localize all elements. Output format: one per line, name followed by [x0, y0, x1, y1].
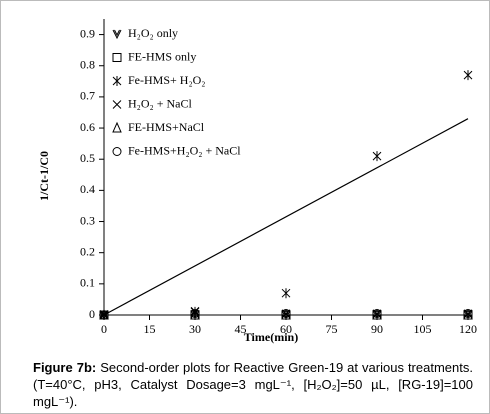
marker: [281, 308, 291, 320]
x-tick-label: 120: [459, 322, 477, 336]
marker: [372, 308, 382, 320]
y-tick-label: 0.6: [80, 120, 95, 134]
legend-marker: [112, 147, 122, 156]
legend-marker: [112, 53, 122, 62]
x-axis-label: Time(min): [244, 330, 298, 344]
marker: [463, 70, 473, 81]
x-tick-label: 105: [414, 322, 432, 336]
y-tick-label: 0.3: [80, 213, 95, 227]
y-tick-label: 0: [89, 307, 95, 321]
legend-label: Fe-HMS+H₂O₂ + NaCl: [128, 143, 241, 157]
legend-label: FE-HMS only: [128, 49, 196, 63]
caption-label: Figure 7b:: [33, 360, 97, 375]
legend-marker: [112, 121, 122, 133]
caption: Figure 7b: Second-order plots for Reacti…: [33, 359, 473, 410]
marker: [372, 151, 382, 162]
marker: [99, 310, 109, 320]
y-axis-label: 1/Ct-1/C0: [37, 151, 51, 201]
x-tick-label: 0: [101, 322, 107, 336]
x-tick-label: 45: [235, 322, 247, 336]
legend-label: H₂O₂ only: [128, 26, 178, 40]
legend-label: H₂O₂ + NaCl: [128, 96, 192, 110]
marker: [281, 288, 291, 299]
y-tick-label: 0.4: [80, 182, 95, 196]
y-tick-label: 0.7: [80, 89, 95, 103]
marker: [190, 308, 200, 320]
x-tick-label: 75: [326, 322, 338, 336]
legend-marker: [112, 76, 122, 86]
trendline: [103, 118, 469, 316]
x-tick-label: 15: [144, 322, 156, 336]
caption-text: Second-order plots for Reactive Green-19…: [33, 360, 473, 409]
legend-marker: [112, 29, 122, 40]
marker: [372, 308, 382, 318]
y-tick-label: 0.2: [80, 244, 95, 258]
legend-label: FE-HMS+NaCl: [128, 120, 205, 134]
y-tick-label: 0.8: [80, 57, 95, 71]
legend-marker: [112, 100, 122, 109]
marker: [190, 306, 200, 316]
marker: [281, 308, 291, 318]
y-tick-label: 0.5: [80, 151, 95, 165]
marker: [463, 308, 473, 320]
x-tick-label: 90: [371, 322, 383, 336]
legend-label: Fe-HMS+ H₂O₂: [128, 73, 205, 87]
y-tick-label: 0.9: [80, 26, 95, 40]
y-tick-label: 0.1: [80, 276, 95, 290]
x-tick-label: 60: [280, 322, 292, 336]
chart: Time(min) 1/Ct-1/C0 0 0.1 0.2 0.3 0.4 0.5 0.6 0…: [37, 19, 477, 344]
marker: [190, 308, 200, 318]
x-tick-label: 30: [189, 322, 201, 336]
marker: [463, 308, 473, 318]
